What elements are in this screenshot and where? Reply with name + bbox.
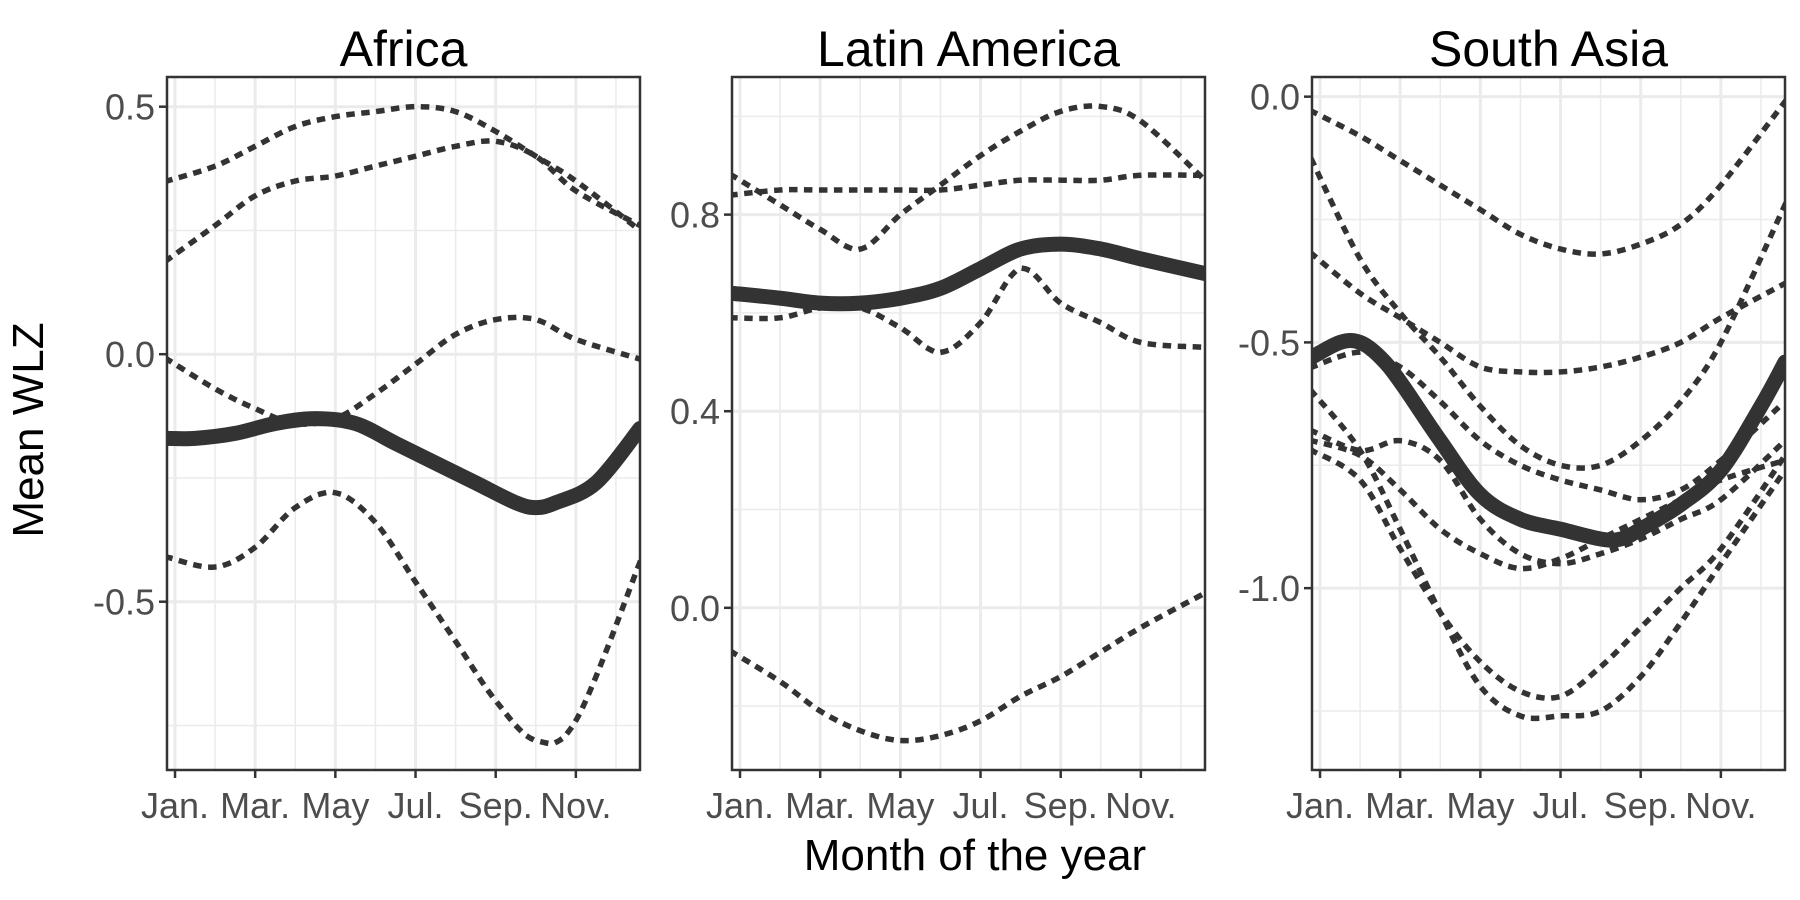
x-tick-label: May xyxy=(301,785,369,826)
panel-title: South Asia xyxy=(1429,21,1668,77)
x-tick-label: Nov. xyxy=(1685,785,1756,826)
x-tick-label: May xyxy=(1446,785,1514,826)
x-tick-label: Nov. xyxy=(540,785,611,826)
dotted-series-line-3 xyxy=(1312,250,1785,376)
y-tick-label: 0.4 xyxy=(670,391,720,432)
x-tick-label: Jul. xyxy=(1533,785,1589,826)
x-tick-label: Sep. xyxy=(1024,785,1098,826)
x-tick-label: Jan. xyxy=(141,785,209,826)
panel-title: Africa xyxy=(340,21,468,77)
panel-latin-america: Latin America 0.8 0.4 0.0 Jan. Mar. May Jul. Sep… xyxy=(670,21,1207,826)
panel-title: Latin America xyxy=(817,21,1120,77)
mean-series-line xyxy=(167,411,640,516)
dotted-series-line-2 xyxy=(167,138,640,264)
panel-background xyxy=(1312,77,1785,770)
mean-series-line xyxy=(732,236,1205,312)
x-tick-label: Jan. xyxy=(1286,785,1354,826)
dotted-series-line-4 xyxy=(732,589,1205,744)
x-tick-label: Nov. xyxy=(1105,785,1176,826)
dotted-series-line-2 xyxy=(732,172,1205,198)
panel-africa: Africa 0.5 0.0 -0.5 Jan. Mar. May Jul. Sep. Nov. xyxy=(93,21,642,826)
x-axis-label: Month of the year xyxy=(804,831,1146,880)
x-tick-label: Jan. xyxy=(706,785,774,826)
y-tick-label: -0.5 xyxy=(1238,322,1300,363)
x-tick-label: Sep. xyxy=(459,785,533,826)
x-tick-label: Jul. xyxy=(388,785,444,826)
panel-south-asia: South Asia 0.0 -0.5 -1.0 Jan. Mar. May Jul. Sep.… xyxy=(1238,21,1787,826)
dotted-series-line-1 xyxy=(167,103,640,234)
panel-border xyxy=(1310,75,1787,772)
panel-background xyxy=(732,77,1205,770)
dotted-series-line-7 xyxy=(1312,387,1785,722)
x-tick-label: May xyxy=(866,785,934,826)
y-tick-label: 0.0 xyxy=(670,588,720,629)
panel-border xyxy=(730,75,1207,772)
y-tick-label: 0.8 xyxy=(670,195,720,236)
dotted-series-line-4 xyxy=(1312,349,1785,503)
y-tick-label: -0.5 xyxy=(93,582,155,623)
y-tick-label: 0.0 xyxy=(105,334,155,375)
dotted-series-line-1 xyxy=(1312,97,1785,257)
x-tick-label: Jul. xyxy=(953,785,1009,826)
y-tick-label: -1.0 xyxy=(1238,568,1300,609)
dotted-series-line-1 xyxy=(732,103,1205,252)
dotted-series-line-3 xyxy=(167,314,640,427)
y-tick-label: 0.0 xyxy=(1250,77,1300,118)
dotted-series-line-5 xyxy=(1312,427,1785,567)
x-tick-label: Mar. xyxy=(220,785,290,826)
panel-background xyxy=(167,77,640,770)
x-tick-label: Mar. xyxy=(1365,785,1435,826)
mean-series-line xyxy=(1312,333,1785,548)
panel-border xyxy=(165,75,642,772)
dotted-series-line-4 xyxy=(167,489,640,747)
y-axis-label: Mean WLZ xyxy=(4,322,53,537)
x-tick-label: Mar. xyxy=(785,785,855,826)
x-tick-label: Sep. xyxy=(1604,785,1678,826)
y-tick-label: 0.5 xyxy=(105,87,155,128)
dotted-series-line-6 xyxy=(1312,447,1785,701)
